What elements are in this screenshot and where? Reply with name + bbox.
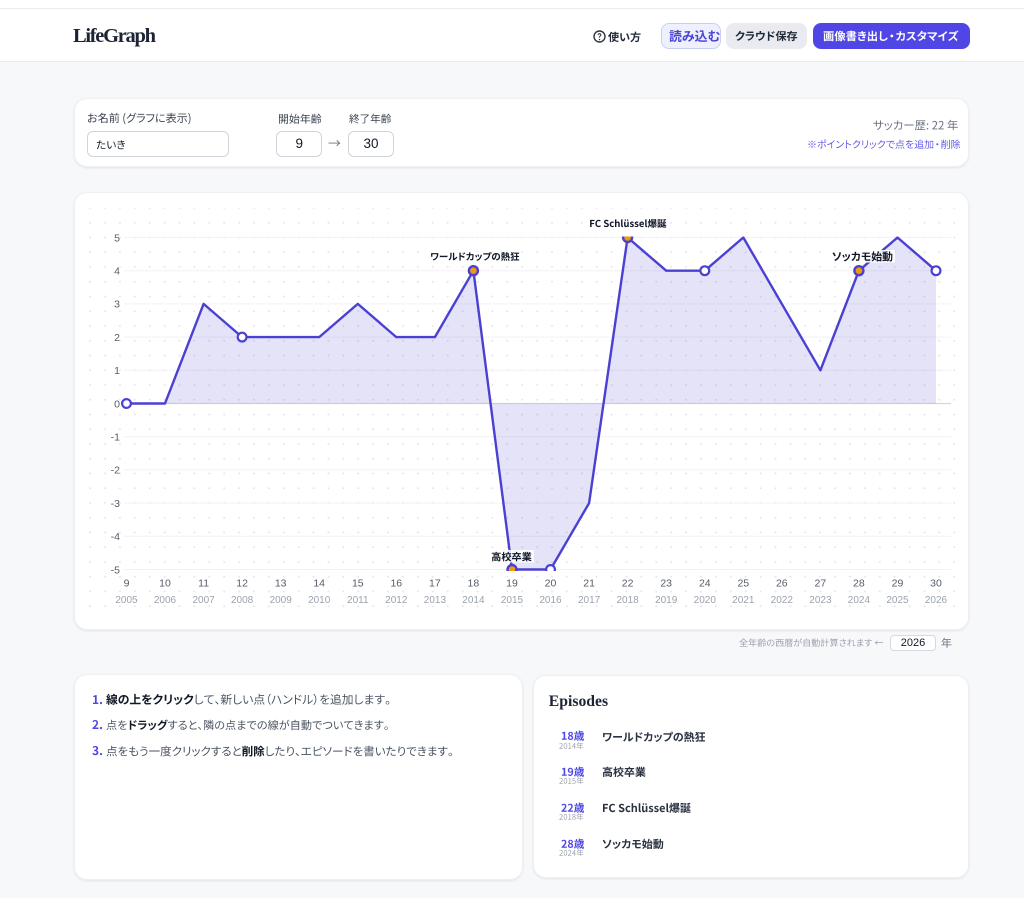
svg-text:25: 25 [737,578,749,590]
svg-text:17: 17 [429,578,441,590]
svg-text:21: 21 [583,578,595,590]
svg-text:15: 15 [352,578,364,590]
svg-text:2008: 2008 [231,595,254,606]
svg-text:2014: 2014 [462,595,485,606]
svg-text:23: 23 [660,578,672,590]
svg-text:9: 9 [124,578,130,590]
svg-text:2020: 2020 [694,595,717,606]
svg-text:-4: -4 [111,531,120,543]
svg-text:2025: 2025 [886,595,909,606]
svg-text:2011: 2011 [347,595,369,606]
svg-text:27: 27 [815,578,827,590]
svg-text:1: 1 [114,365,120,377]
svg-text:13: 13 [275,578,287,590]
svg-text:30: 30 [930,578,942,590]
svg-text:-2: -2 [111,465,120,477]
svg-text:16: 16 [390,578,402,590]
svg-text:2007: 2007 [192,595,215,606]
svg-text:2005: 2005 [115,595,138,606]
svg-text:-3: -3 [111,498,120,510]
svg-text:4: 4 [114,266,120,278]
svg-text:3: 3 [114,299,120,311]
svg-text:26: 26 [776,578,788,590]
svg-text:2012: 2012 [385,595,408,606]
svg-text:2017: 2017 [578,595,601,606]
svg-text:11: 11 [198,578,209,590]
svg-text:19: 19 [506,578,518,590]
svg-text:2016: 2016 [539,595,562,606]
svg-text:2023: 2023 [809,595,832,606]
svg-text:24: 24 [699,578,711,590]
svg-text:2010: 2010 [308,595,331,606]
svg-text:2024: 2024 [848,595,871,606]
svg-text:18: 18 [468,578,480,590]
svg-text:2022: 2022 [771,595,794,606]
svg-text:2015: 2015 [501,595,524,606]
svg-text:2019: 2019 [655,595,678,606]
svg-text:22: 22 [622,578,634,590]
svg-text:2013: 2013 [424,595,447,606]
svg-text:0: 0 [114,398,120,410]
svg-text:28: 28 [853,578,865,590]
svg-text:2009: 2009 [270,595,293,606]
svg-text:29: 29 [892,578,904,590]
svg-text:14: 14 [313,578,325,590]
svg-text:5: 5 [114,232,120,244]
svg-text:2021: 2021 [732,595,755,606]
svg-text:10: 10 [159,578,171,590]
svg-text:-1: -1 [111,432,120,444]
svg-text:2026: 2026 [925,595,948,606]
svg-text:-5: -5 [111,564,120,576]
svg-text:2006: 2006 [154,595,177,606]
svg-text:20: 20 [545,578,557,590]
svg-text:12: 12 [236,578,248,590]
svg-text:2018: 2018 [616,595,639,606]
svg-text:2: 2 [114,332,120,344]
